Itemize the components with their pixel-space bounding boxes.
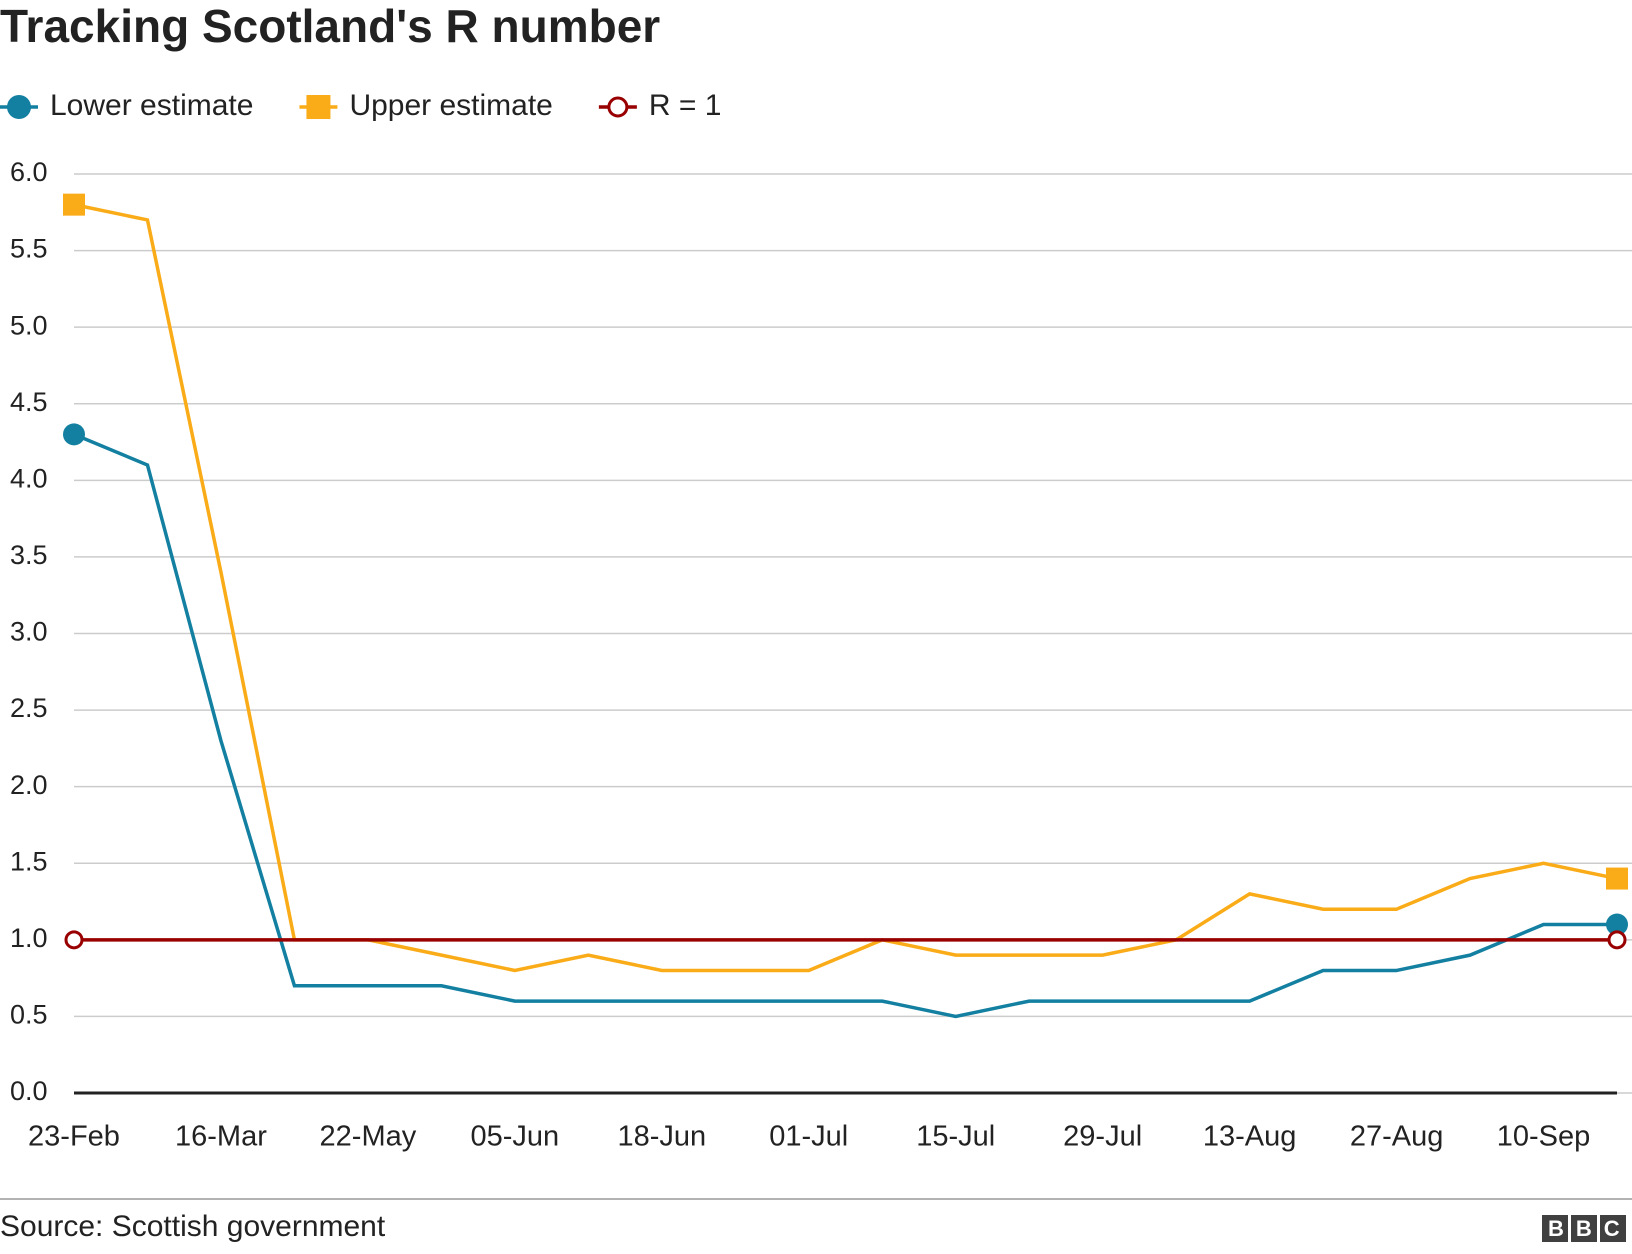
logo-box — [1542, 1215, 1568, 1242]
y-tick-label: 4.5 — [10, 387, 48, 417]
series-line — [73, 202, 1618, 973]
y-tick-label: 2.5 — [10, 693, 48, 723]
y-tick-label: 0.5 — [10, 1000, 48, 1030]
logo: BBC — [1542, 1215, 1632, 1242]
marker — [1607, 930, 1627, 950]
legend-label: R = 1 — [649, 89, 722, 122]
y-tick-label: 1.5 — [10, 846, 48, 876]
x-tick-label: 15-Jul — [916, 1121, 995, 1153]
x-tick-label: 05-Jun — [471, 1121, 560, 1153]
marker — [1606, 913, 1628, 936]
chart-title: Tracking Scotland's R number — [0, 0, 660, 52]
marker — [1606, 867, 1628, 890]
marker — [64, 930, 84, 950]
x-tick-label: 22-May — [320, 1121, 417, 1153]
legend-marker — [607, 96, 629, 118]
series-line — [73, 432, 1617, 1019]
x-tick-label: 13-Aug — [1203, 1121, 1297, 1153]
legend-marker — [7, 95, 31, 119]
y-tick-label: 5.5 — [10, 234, 48, 264]
y-tick-label: 1.0 — [10, 923, 48, 953]
y-tick-label: 4.0 — [10, 463, 48, 493]
legend-marker — [306, 95, 331, 119]
y-tick-label: 5.0 — [10, 310, 48, 340]
logo-text: BBC — [1548, 1216, 1632, 1241]
x-tick-label: 29-Jul — [1063, 1121, 1142, 1153]
x-tick-label: 10-Sep — [1497, 1121, 1591, 1153]
x-tick-label: 23-Feb — [28, 1121, 120, 1153]
logo-box — [1571, 1215, 1597, 1242]
y-tick-label: 6.0 — [10, 157, 48, 187]
y-tick-label: 0.0 — [10, 1076, 48, 1106]
y-tick-label: 3.5 — [10, 540, 48, 570]
x-tick-label: 27-Aug — [1350, 1121, 1444, 1153]
marker — [63, 423, 85, 446]
legend-label: Upper estimate — [349, 89, 552, 122]
marker — [63, 193, 85, 216]
legend-label: Lower estimate — [50, 89, 253, 122]
y-tick-label: 3.0 — [10, 617, 48, 647]
y-tick-label: 2.0 — [10, 770, 48, 800]
x-tick-label: 16-Mar — [175, 1121, 267, 1153]
logo-box — [1600, 1215, 1626, 1242]
x-tick-label: 01-Jul — [769, 1121, 848, 1153]
x-tick-label: 18-Jun — [617, 1121, 706, 1153]
source: Source: Scottish government — [0, 1210, 386, 1243]
